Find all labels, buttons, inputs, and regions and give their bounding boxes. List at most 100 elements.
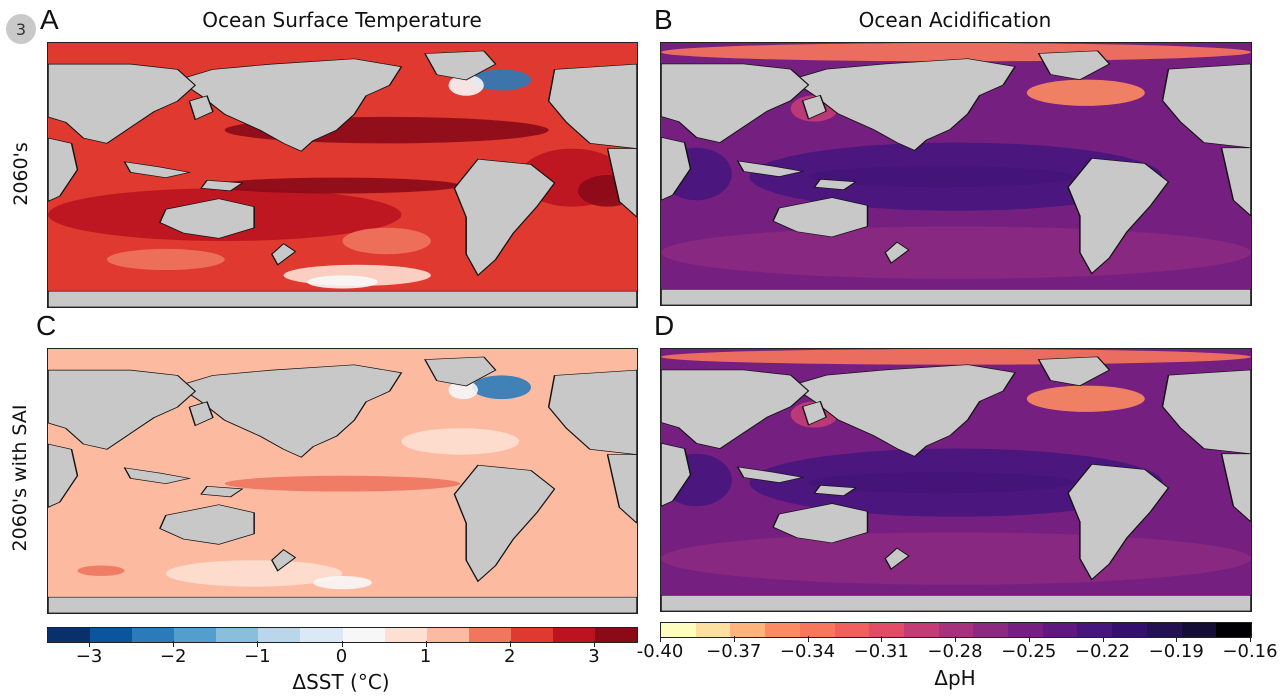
ph-tick-label: −0.37 bbox=[706, 641, 762, 662]
ph-tick-mark bbox=[807, 636, 809, 642]
ph-tick-label: −0.25 bbox=[1001, 641, 1057, 662]
sst-tick-mark bbox=[173, 641, 175, 647]
map-c-svg bbox=[48, 349, 637, 613]
land-antarctica bbox=[48, 596, 637, 613]
land-africa-west bbox=[661, 136, 692, 201]
land-antarctica bbox=[48, 290, 637, 307]
sst-colorbar-swatch bbox=[595, 628, 638, 642]
sst-tick-mark bbox=[593, 641, 595, 647]
anomaly-region-mild bbox=[106, 248, 225, 271]
land-africa-east-edge bbox=[1220, 453, 1251, 523]
anomaly-region-neutral bbox=[313, 576, 372, 590]
sst-colorbar-swatch bbox=[342, 628, 385, 642]
map-panel-c-sst-sai bbox=[47, 348, 638, 614]
land-south-america bbox=[453, 464, 556, 583]
ph-tick-label: −0.31 bbox=[853, 641, 909, 662]
ph-tick-label: −0.34 bbox=[779, 641, 836, 662]
figure-number-badge: 3 bbox=[6, 14, 36, 44]
sst-tick-mark bbox=[341, 641, 343, 647]
ph-tick-mark bbox=[660, 636, 661, 642]
land-europe-asia-west bbox=[1161, 63, 1251, 149]
sst-colorbar-swatch bbox=[174, 628, 217, 642]
ph-colorbar-swatch bbox=[1077, 623, 1113, 637]
land-asia-east bbox=[661, 63, 810, 143]
ph-tick-label: −0.28 bbox=[927, 641, 983, 662]
sst-tick-label: 2 bbox=[504, 646, 516, 667]
anomaly-region-deep bbox=[749, 448, 1163, 517]
land-japan bbox=[188, 95, 214, 121]
sst-colorbar-label: ΔSST (°C) bbox=[292, 670, 390, 694]
sst-colorbar-swatch bbox=[132, 628, 175, 642]
land-japan bbox=[188, 401, 214, 427]
map-b-svg bbox=[661, 43, 1251, 305]
ph-tick-mark bbox=[733, 636, 735, 642]
anomaly-region-south bbox=[661, 226, 1251, 279]
ph-tick-label: −0.19 bbox=[1148, 641, 1204, 662]
ph-tick-label: −0.22 bbox=[1074, 641, 1131, 662]
sst-colorbar-swatch bbox=[510, 628, 553, 642]
panel-letter-b: B bbox=[654, 4, 673, 35]
panel-letter-d: D bbox=[654, 310, 675, 341]
land-australia bbox=[159, 504, 255, 545]
row-label-2060s: 2060's bbox=[10, 142, 32, 206]
land-new-zealand bbox=[271, 548, 297, 572]
sst-colorbar-swatch bbox=[216, 628, 259, 642]
ph-colorbar-swatch bbox=[938, 623, 974, 637]
sst-colorbar-swatch bbox=[384, 628, 427, 642]
row-label-2060s-with-sai: 2060's with SAI bbox=[9, 404, 31, 552]
map-panel-a-sst-2060s bbox=[47, 42, 638, 308]
anomaly-region-south bbox=[661, 532, 1251, 585]
anomaly-region-mild bbox=[165, 560, 343, 587]
anomaly-region-arctic bbox=[661, 349, 1251, 365]
land-indonesia bbox=[123, 161, 192, 178]
sst-tick-mark bbox=[89, 641, 91, 647]
ph-tick-mark bbox=[881, 636, 883, 642]
land-indonesia bbox=[736, 160, 805, 177]
land-australia bbox=[772, 503, 869, 544]
sst-colorbar-swatch bbox=[426, 628, 469, 642]
land-new-zealand bbox=[884, 547, 910, 570]
anomaly-region-deep bbox=[749, 142, 1163, 211]
anomaly-region-arctic2 bbox=[1026, 79, 1145, 106]
land-greenland bbox=[1037, 50, 1111, 81]
land-greenland bbox=[424, 356, 497, 387]
land-australia bbox=[159, 198, 255, 239]
anomaly-region-warm bbox=[77, 565, 125, 577]
land-new-zealand bbox=[884, 241, 910, 264]
ph-tick-label: −0.16 bbox=[1222, 641, 1278, 662]
sst-tick-mark bbox=[509, 641, 511, 647]
anomaly-region-neutral bbox=[307, 275, 378, 289]
land-new-guinea bbox=[200, 485, 244, 498]
sst-tick-label: 1 bbox=[419, 646, 432, 667]
ph-tick-mark bbox=[1028, 636, 1030, 642]
land-new-zealand bbox=[271, 242, 297, 266]
ph-colorbar-swatch bbox=[799, 623, 835, 637]
ph-colorbar-ticks: -0.40 −0.37 −0.34 −0.31 −0.28 −0.25 −0.22 −0.19… bbox=[637, 636, 1278, 666]
land-new-guinea bbox=[813, 484, 857, 497]
sst-colorbar-swatch bbox=[48, 628, 91, 642]
land-asia-east bbox=[661, 369, 810, 449]
anomaly-region-arctic bbox=[661, 43, 1251, 62]
map-a-svg bbox=[48, 43, 637, 307]
land-japan bbox=[801, 400, 827, 426]
land-south-america bbox=[1067, 463, 1170, 581]
land-japan bbox=[801, 94, 827, 120]
land-indonesia bbox=[123, 467, 192, 484]
land-greenland bbox=[424, 50, 497, 81]
column-title-sst: Ocean Surface Temperature bbox=[202, 8, 482, 32]
land-indonesia bbox=[736, 466, 805, 483]
land-south-america bbox=[1067, 157, 1170, 275]
sst-tick-mark bbox=[257, 641, 259, 647]
ph-colorbar-swatch bbox=[695, 623, 731, 637]
sst-colorbar-swatch bbox=[300, 628, 343, 642]
ph-colorbar-swatch bbox=[903, 623, 939, 637]
ph-tick-mark bbox=[1102, 636, 1104, 642]
sst-colorbar-swatch bbox=[552, 628, 596, 642]
ph-colorbar-swatch bbox=[834, 623, 870, 637]
sst-colorbar-swatch bbox=[258, 628, 301, 642]
panel-letter-c: C bbox=[36, 310, 57, 341]
land-asia-east bbox=[48, 369, 197, 450]
sst-tick-label: −2 bbox=[159, 646, 187, 667]
ph-tick-mark bbox=[1176, 636, 1178, 642]
land-europe-asia-west bbox=[1161, 369, 1251, 455]
